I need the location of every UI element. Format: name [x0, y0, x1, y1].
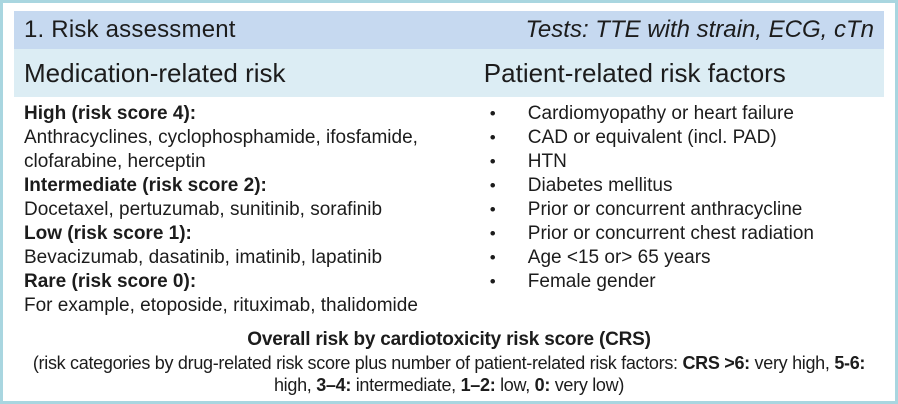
column-headers-band: Medication-related risk Patient-related … — [14, 49, 884, 97]
list-item-label: CAD or equivalent (incl. PAD) — [527, 127, 777, 148]
panel-title: 1. Risk assessment — [24, 16, 236, 43]
medication-risk-header: Medication-related risk — [24, 57, 286, 88]
bullet-icon: • — [489, 152, 496, 171]
risk-group-drugs: For example, etoposide, rituximab, thali… — [24, 295, 418, 316]
patient-risk-header: Patient-related risk factors — [483, 57, 786, 88]
bullet-icon: • — [489, 128, 496, 147]
risk-group-rare: Rare (risk score 0): For example, etopos… — [24, 270, 470, 318]
crs-footer-title: Overall risk by cardiotoxicity risk scor… — [247, 329, 651, 350]
footer-note-segment: CRS >6: — [682, 353, 750, 373]
risk-group-label: Intermediate (risk score 2): — [24, 175, 267, 196]
medication-risk-column: High (risk score 4): Anthracyclines, cyc… — [14, 102, 484, 318]
list-item-label: Age <15 or> 65 years — [527, 247, 711, 268]
list-item: • Cardiomyopathy or heart failure — [484, 102, 884, 126]
bullet-icon: • — [489, 104, 496, 123]
tests-label: Tests: TTE with strain, ECG, cTn — [525, 16, 874, 43]
risk-group-high: High (risk score 4): Anthracyclines, cyc… — [24, 102, 470, 174]
footer-note-segment: 5-6: — [834, 353, 866, 373]
panel-body: High (risk score 4): Anthracyclines, cyc… — [14, 97, 884, 318]
footer-note-segment: high, — [273, 375, 317, 395]
panel-header-band: 1. Risk assessment Tests: TTE with strai… — [14, 11, 884, 49]
bullet-icon: • — [489, 176, 496, 195]
footer-note-segment: very low) — [550, 375, 625, 395]
footer-note-segment: intermediate, — [351, 375, 461, 395]
bullet-icon: • — [489, 200, 496, 219]
bullet-icon: • — [489, 272, 496, 291]
risk-group-low: Low (risk score 1): Bevacizumab, dasatin… — [24, 222, 470, 270]
list-item-label: Prior or concurrent chest radiation — [527, 223, 814, 244]
footer-note-segment: low, — [495, 375, 535, 395]
risk-group-drugs: Bevacizumab, dasatinib, imatinib, lapati… — [24, 247, 383, 268]
list-item-label: Diabetes mellitus — [527, 175, 673, 196]
footer-note-segment: very high, — [749, 353, 835, 373]
footer-note-segment: 3–4: — [316, 375, 352, 395]
list-item: • CAD or equivalent (incl. PAD) — [484, 126, 884, 150]
list-item: • Female gender — [484, 270, 884, 294]
list-item-label: Prior or concurrent anthracycline — [527, 199, 803, 220]
footer-note-segment: 1–2: — [460, 375, 496, 395]
list-item: • HTN — [484, 150, 884, 174]
patient-risk-list: • Cardiomyopathy or heart failure • CAD … — [484, 102, 884, 294]
risk-group-label: Low (risk score 1): — [24, 223, 192, 244]
list-item-label: Female gender — [527, 271, 656, 292]
risk-group-drugs: Docetaxel, pertuzumab, sunitinib, sorafi… — [24, 199, 383, 220]
list-item-label: HTN — [527, 151, 567, 172]
list-item: • Age <15 or> 65 years — [484, 246, 884, 270]
risk-group-label: Rare (risk score 0): — [24, 271, 197, 292]
risk-group-drugs: Anthracyclines, cyclophosphamide, ifosfa… — [24, 127, 418, 172]
bullet-icon: • — [489, 248, 496, 267]
list-item-label: Cardiomyopathy or heart failure — [527, 103, 794, 124]
crs-footer: Overall risk by cardiotoxicity risk scor… — [14, 328, 884, 396]
risk-group-intermediate: Intermediate (risk score 2): Docetaxel, … — [24, 174, 470, 222]
footer-note-segment: (risk categories by drug-related risk sc… — [32, 353, 683, 373]
bullet-icon: • — [489, 224, 496, 243]
risk-group-label: High (risk score 4): — [24, 103, 197, 124]
crs-footer-note: (risk categories by drug-related risk sc… — [14, 352, 884, 396]
list-item: • Prior or concurrent chest radiation — [484, 222, 884, 246]
list-item: • Diabetes mellitus — [484, 174, 884, 198]
list-item: • Prior or concurrent anthracycline — [484, 198, 884, 222]
footer-note-segment: 0: — [534, 375, 551, 395]
patient-risk-column: • Cardiomyopathy or heart failure • CAD … — [484, 102, 884, 318]
